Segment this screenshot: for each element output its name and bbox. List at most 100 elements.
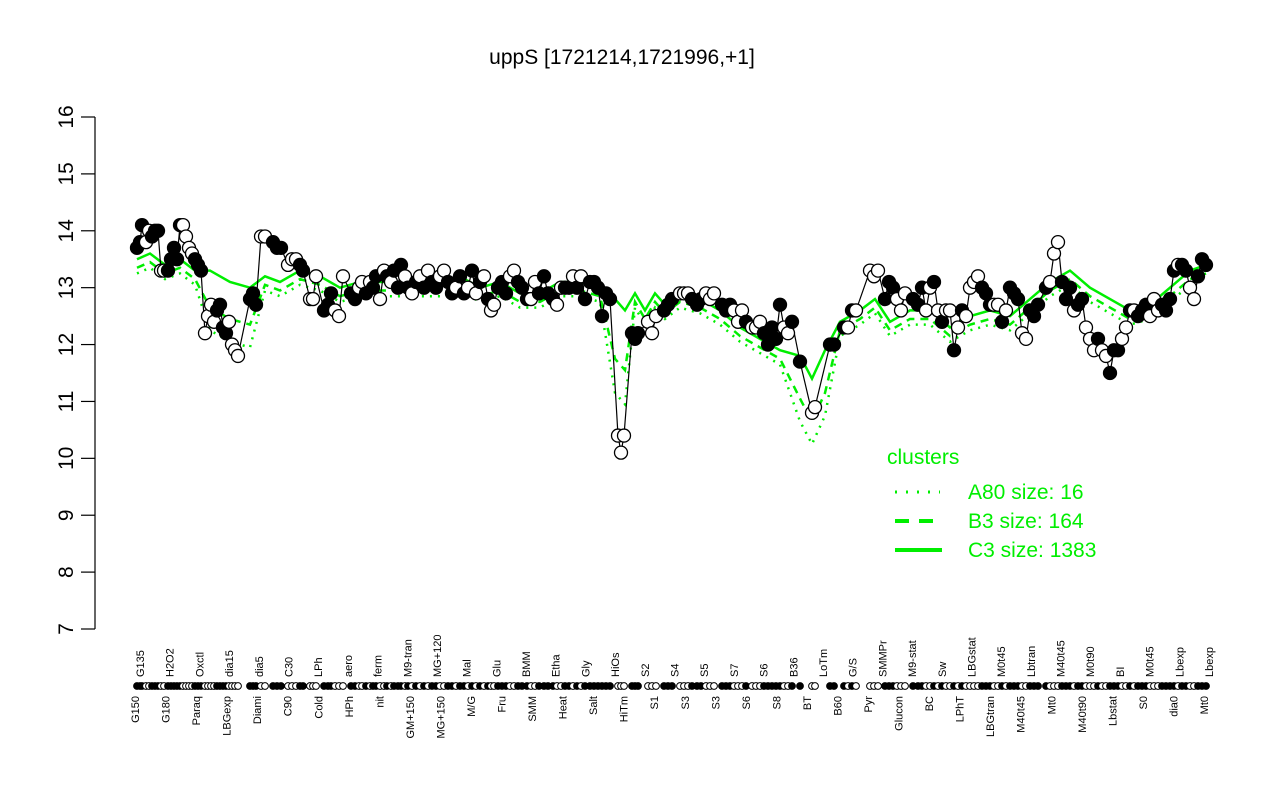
x-label-top: aero — [343, 655, 355, 677]
filled-point — [193, 263, 209, 278]
x-label-top: Lbexp — [1174, 647, 1186, 677]
x-label-bottom: LPhT — [955, 696, 967, 723]
filled-point — [1062, 280, 1078, 295]
legend-entry-c3: C3 size: 1383 — [968, 539, 1096, 562]
filled-point — [1102, 365, 1118, 381]
open-point — [221, 314, 237, 329]
filled-point — [602, 291, 618, 307]
filled-point — [452, 269, 468, 284]
x-label-bottom: Mt0 — [1046, 696, 1058, 714]
x-label-bottom: Diami — [252, 696, 264, 724]
x-label-top: S2 — [640, 664, 652, 677]
filled-point — [323, 286, 339, 301]
open-point — [331, 308, 347, 324]
x-label-top: G/S — [848, 658, 860, 677]
x-label-bottom: LBGtran — [985, 696, 997, 737]
x-label-top: B36 — [788, 657, 800, 677]
x-label-bottom: M40t45 — [1016, 696, 1028, 733]
x-label-bottom: Glucon — [894, 696, 906, 731]
filled-point — [1190, 269, 1206, 284]
x-label-top: dia15 — [224, 650, 236, 677]
x-label-top: MG+120 — [432, 635, 444, 678]
open-point — [1050, 235, 1066, 250]
x-label-bottom: Cold — [313, 696, 325, 719]
open-point — [840, 320, 856, 335]
open-point — [335, 269, 351, 284]
open-point — [807, 399, 823, 415]
chart-title: uppS [1721214,1721996,+1] — [489, 46, 755, 69]
x-label-bottom: S8 — [771, 696, 783, 709]
x-label-bottom: SMM — [527, 696, 539, 722]
open-point — [308, 269, 324, 284]
open-point — [950, 320, 966, 335]
y-tick-label: 13 — [55, 276, 78, 299]
filled-point — [594, 308, 610, 324]
x-label-bottom: Pyr — [863, 696, 875, 713]
x-label-bottom: LBGexp — [222, 696, 234, 736]
filled-point — [946, 343, 962, 358]
filled-point — [536, 269, 552, 284]
y-tick-label: 11 — [55, 391, 78, 413]
rug-marker — [234, 682, 242, 690]
x-label-top: LPh — [313, 657, 325, 677]
x-label-top: Oxctl — [194, 652, 206, 677]
rug-marker — [788, 682, 796, 690]
x-label-bottom: S1 — [649, 696, 661, 709]
open-point — [486, 297, 502, 312]
filled-point — [150, 223, 166, 238]
y-tick-label: 15 — [55, 162, 78, 185]
y-tick-label: 10 — [55, 447, 78, 470]
rug-marker — [620, 682, 628, 690]
x-label-top: G135 — [135, 650, 147, 677]
rug-marker — [261, 682, 269, 690]
x-label-top: Gly — [580, 660, 592, 677]
rug-marker — [1202, 682, 1210, 690]
rug-marker — [606, 682, 614, 690]
filled-point — [792, 354, 808, 369]
x-label-top: S5 — [699, 664, 711, 677]
open-point — [998, 303, 1014, 318]
x-label-top: S4 — [670, 664, 682, 677]
data-series — [129, 217, 1214, 460]
x-label-top: M9-tran — [402, 639, 414, 677]
x-label-top: M0t90 — [1085, 646, 1097, 677]
filled-point — [169, 252, 185, 267]
filled-point — [577, 291, 593, 307]
x-label-bottom: S3 — [710, 696, 722, 709]
open-point — [644, 326, 660, 341]
open-point — [616, 428, 632, 443]
x-label-top: LBGstat — [966, 637, 978, 677]
filled-point — [630, 326, 646, 341]
y-tick-label: 8 — [55, 566, 78, 578]
filled-point — [926, 274, 942, 290]
x-label-top: M9-stat — [907, 640, 919, 677]
open-point — [230, 348, 246, 364]
x-label-top: S7 — [729, 664, 741, 677]
filled-point — [826, 337, 842, 352]
x-label-bottom: HPh — [344, 696, 356, 717]
filled-point — [784, 314, 800, 329]
open-point — [893, 303, 909, 318]
filled-point — [498, 286, 514, 301]
x-label-top: LoTm — [818, 649, 830, 677]
x-label-top: BMM — [521, 651, 533, 677]
filled-point — [1074, 291, 1090, 307]
rug-marker — [811, 682, 819, 690]
open-point — [1018, 331, 1034, 347]
filled-point — [772, 297, 788, 312]
x-label-top: Lbexp — [1204, 647, 1216, 677]
open-point — [1042, 274, 1058, 290]
x-label-top: C30 — [283, 657, 295, 677]
x-label-bottom: S6 — [741, 696, 753, 709]
x-label-top: Sw — [937, 662, 949, 677]
rug-marker — [1034, 682, 1042, 690]
x-label-bottom: Lbstat — [1107, 696, 1119, 726]
filled-point — [877, 291, 893, 307]
filled-point — [295, 263, 311, 278]
open-point — [613, 445, 629, 460]
filled-point — [768, 331, 784, 347]
x-label-top: Lbtran — [1026, 646, 1038, 677]
x-label-bottom: Fru — [497, 696, 509, 713]
rug-marker — [312, 682, 320, 690]
x-label-bottom: G150 — [130, 696, 142, 723]
